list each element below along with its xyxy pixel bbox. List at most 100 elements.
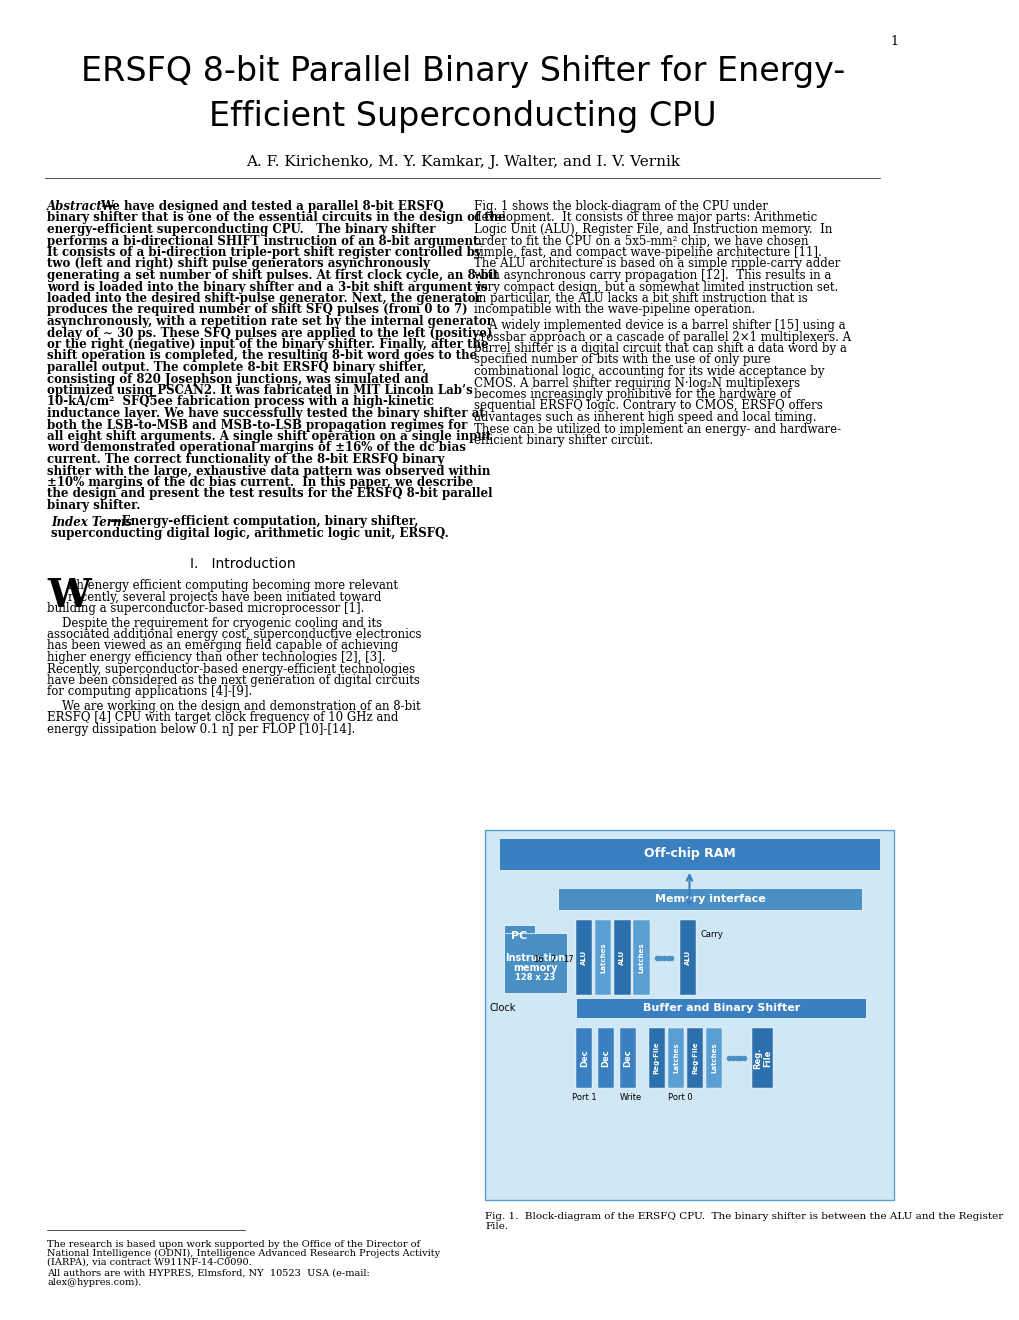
Text: or the right (negative) input of the binary shifter. Finally, after the: or the right (negative) input of the bin… [47,338,488,351]
FancyBboxPatch shape [594,920,610,995]
Text: Reg-File: Reg-File [653,1041,659,1074]
Text: very compact design, but a somewhat limited instruction set.: very compact design, but a somewhat limi… [473,281,837,293]
FancyBboxPatch shape [613,920,630,995]
Text: 17: 17 [562,954,574,964]
Text: W: W [47,577,91,615]
Text: In particular, the ALU lacks a bit shift instruction that is: In particular, the ALU lacks a bit shift… [473,292,806,305]
Text: advantages such as inherent high speed and local timing.: advantages such as inherent high speed a… [473,411,815,424]
Text: —Energy-efficient computation, binary shifter,: —Energy-efficient computation, binary sh… [110,516,418,528]
Text: all eight shift arguments. A single shift operation on a single input: all eight shift arguments. A single shif… [47,430,491,444]
Text: We have designed and tested a parallel 8-bit ERSFQ: We have designed and tested a parallel 8… [100,201,443,213]
Text: the design and present the test results for the ERSFQ 8-bit parallel: the design and present the test results … [47,487,492,500]
FancyBboxPatch shape [557,888,861,909]
Text: shift operation is completed, the resulting 8-bit word goes to the: shift operation is completed, the result… [47,350,477,363]
Text: 128 x 23: 128 x 23 [515,974,555,982]
Text: binary shifter that is one of the essential circuits in the design of the: binary shifter that is one of the essent… [47,211,505,224]
Text: These can be utilized to implement an energy- and hardware-: These can be utilized to implement an en… [473,422,840,436]
Text: building a superconductor-based microprocessor [1].: building a superconductor-based micropro… [47,602,364,615]
Text: Latches: Latches [710,1043,716,1073]
Text: The ALU architecture is based on a simple ripple-carry adder: The ALU architecture is based on a simpl… [473,257,839,271]
Text: ±10% margins of the dc bias current.  In this paper, we describe: ±10% margins of the dc bias current. In … [47,477,473,488]
Text: optimized using PSCAN2. It was fabricated in MIT Lincoln Lab’s: optimized using PSCAN2. It was fabricate… [47,384,473,397]
Text: binary shifter.: binary shifter. [47,499,141,512]
FancyBboxPatch shape [503,933,567,993]
Text: Dec: Dec [623,1049,632,1067]
FancyBboxPatch shape [679,920,695,995]
Text: produces the required number of shift SFQ pulses (from 0 to 7): produces the required number of shift SF… [47,304,468,317]
Text: Off-chip RAM: Off-chip RAM [643,847,735,861]
FancyBboxPatch shape [705,1028,721,1088]
Text: Write: Write [619,1093,641,1102]
Text: The research is based upon work supported by the Office of the Director of: The research is based upon work supporte… [47,1239,420,1249]
Text: energy dissipation below 0.1 nJ per FLOP [10]-[14].: energy dissipation below 0.1 nJ per FLOP… [47,723,355,737]
Text: Dec: Dec [601,1049,610,1067]
Text: simple, fast, and compact wave-pipeline architecture [11].: simple, fast, and compact wave-pipeline … [473,246,820,259]
Text: order to fit the CPU on a 5x5-mm² chip, we have chosen: order to fit the CPU on a 5x5-mm² chip, … [473,235,807,248]
FancyBboxPatch shape [619,1028,635,1088]
Text: energy-efficient superconducting CPU.   The binary shifter: energy-efficient superconducting CPU. Th… [47,223,435,236]
Text: National Intelligence (ODNI), Intelligence Advanced Research Projects Activity: National Intelligence (ODNI), Intelligen… [47,1249,440,1258]
FancyBboxPatch shape [686,1028,702,1088]
Text: PC: PC [511,931,527,941]
Text: current. The correct functionality of the 8-bit ERSFQ binary: current. The correct functionality of th… [47,453,444,466]
Text: superconducting digital logic, arithmetic logic unit, ERSFQ.: superconducting digital logic, arithmeti… [51,527,448,540]
Text: 7: 7 [550,954,555,964]
Text: Efficient Superconducting CPU: Efficient Superconducting CPU [209,100,715,133]
Text: I.   Introduction: I. Introduction [191,557,296,572]
Text: CMOS. A barrel shifter requiring N·log₂N multiplexers: CMOS. A barrel shifter requiring N·log₂N… [473,376,799,389]
Text: ith energy efficient computing becoming more relevant: ith energy efficient computing becoming … [68,579,397,591]
Text: Clock: Clock [489,1003,516,1012]
Text: crossbar approach or a cascade of parallel 2×1 multiplexers. A: crossbar approach or a cascade of parall… [473,330,850,343]
Text: with asynchronous carry propagation [12].  This results in a: with asynchronous carry propagation [12]… [473,269,830,282]
Text: specified number of bits with the use of only pure: specified number of bits with the use of… [473,354,769,367]
Text: It consists of a bi-direction triple-port shift register controlled by: It consists of a bi-direction triple-por… [47,246,481,259]
Text: 10-kA/cm²  SFQ5ee fabrication process with a high-kinetic: 10-kA/cm² SFQ5ee fabrication process wit… [47,396,434,408]
Text: 1: 1 [890,36,898,48]
Text: Memory interface: Memory interface [654,894,764,904]
Text: A. F. Kirichenko, M. Y. Kamkar, J. Walter, and I. V. Vernik: A. F. Kirichenko, M. Y. Kamkar, J. Walte… [246,154,679,169]
Text: memory: memory [513,964,557,973]
Text: loaded into the desired shift-pulse generator. Next, the generator: loaded into the desired shift-pulse gene… [47,292,481,305]
Text: ERSFQ [4] CPU with target clock frequency of 10 GHz and: ERSFQ [4] CPU with target clock frequenc… [47,711,398,725]
Text: asynchronously, with a repetition rate set by the internal generator: asynchronously, with a repetition rate s… [47,315,493,327]
FancyBboxPatch shape [667,1028,684,1088]
Text: higher energy efficiency than other technologies [2], [3].: higher energy efficiency than other tech… [47,651,385,664]
Text: barrel shifter is a digital circuit that can shift a data word by a: barrel shifter is a digital circuit that… [473,342,846,355]
Text: ALU: ALU [684,950,690,965]
Text: Port 1: Port 1 [572,1093,596,1102]
Text: Index Terms: Index Terms [51,516,131,528]
Text: shifter with the large, exhaustive data pattern was observed within: shifter with the large, exhaustive data … [47,465,490,478]
Text: parallel output. The complete 8-bit ERSFQ binary shifter,: parallel output. The complete 8-bit ERSF… [47,360,426,374]
Text: Abstract—: Abstract— [47,201,114,213]
Text: Instruction: Instruction [504,953,565,964]
FancyBboxPatch shape [633,920,649,995]
Text: Fig. 1.  Block-diagram of the ERSFQ CPU.  The binary shifter is between the ALU : Fig. 1. Block-diagram of the ERSFQ CPU. … [485,1212,1003,1232]
Text: ALU: ALU [619,950,625,965]
Text: Logic Unit (ALU), Register File, and Instruction memory.  In: Logic Unit (ALU), Register File, and Ins… [473,223,832,236]
Text: generating a set number of shift pulses. At first clock cycle, an 8-bit: generating a set number of shift pulses.… [47,269,498,282]
Text: word is loaded into the binary shifter and a 3-bit shift argument is: word is loaded into the binary shifter a… [47,281,487,293]
Text: Port 0: Port 0 [667,1093,692,1102]
FancyBboxPatch shape [751,1028,772,1088]
Text: for computing applications [4]-[9].: for computing applications [4]-[9]. [47,685,252,698]
Text: Carry: Carry [700,931,722,939]
Text: efficient binary shifter circuit.: efficient binary shifter circuit. [473,434,652,447]
Text: Latches: Latches [638,942,644,973]
Text: ALU: ALU [581,950,587,965]
Text: incompatible with the wave-pipeline operation.: incompatible with the wave-pipeline oper… [473,304,754,317]
Text: Latches: Latches [673,1043,679,1073]
FancyBboxPatch shape [576,920,592,995]
Text: All authors are with HYPRES, Elmsford, NY  10523  USA (e-mail:: All authors are with HYPRES, Elmsford, N… [47,1269,370,1278]
Text: (IARPA), via contract W911NF-14-C0090.: (IARPA), via contract W911NF-14-C0090. [47,1258,252,1267]
Text: word demonstrated operational margins of ±16% of the dc bias: word demonstrated operational margins of… [47,441,466,454]
Text: Buffer and Binary Shifter: Buffer and Binary Shifter [642,1003,799,1012]
FancyBboxPatch shape [597,1028,613,1088]
Text: two (left and right) shift pulse generators asynchronously: two (left and right) shift pulse generat… [47,257,430,271]
Text: Reg.
File: Reg. File [752,1047,771,1069]
Text: both the LSB-to-MSB and MSB-to-LSB propagation regimes for: both the LSB-to-MSB and MSB-to-LSB propa… [47,418,467,432]
Text: Reg-File: Reg-File [691,1041,697,1074]
Text: development.  It consists of three major parts: Arithmetic: development. It consists of three major … [473,211,816,224]
Text: inductance layer. We have successfully tested the binary shifter at: inductance layer. We have successfully t… [47,407,484,420]
FancyBboxPatch shape [576,1028,592,1088]
Text: have been considered as the next generation of digital circuits: have been considered as the next generat… [47,675,420,686]
